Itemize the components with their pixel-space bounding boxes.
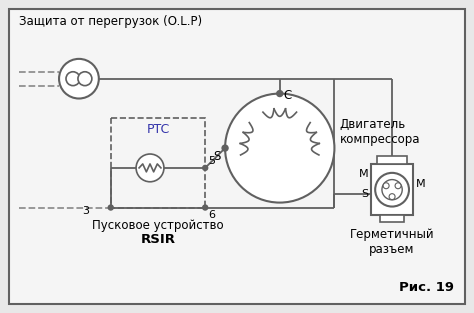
- Circle shape: [108, 205, 113, 210]
- Circle shape: [136, 154, 164, 182]
- Circle shape: [375, 173, 409, 207]
- Bar: [377, 156, 407, 164]
- Text: Герметичный
разъем: Герметичный разъем: [350, 228, 434, 256]
- Text: M: M: [416, 179, 426, 189]
- Text: C: C: [284, 89, 292, 102]
- Circle shape: [383, 183, 389, 189]
- Circle shape: [382, 180, 402, 200]
- Text: Рис. 19: Рис. 19: [399, 281, 454, 294]
- Bar: [380, 215, 404, 223]
- Circle shape: [222, 145, 228, 151]
- Circle shape: [203, 165, 208, 170]
- Circle shape: [395, 183, 401, 189]
- Text: S: S: [214, 150, 221, 163]
- Text: 3: 3: [82, 206, 89, 216]
- Text: M: M: [359, 169, 368, 179]
- Circle shape: [59, 59, 99, 99]
- Bar: [371, 164, 413, 215]
- Text: 6: 6: [208, 209, 215, 219]
- Circle shape: [66, 72, 80, 86]
- FancyBboxPatch shape: [9, 9, 465, 304]
- Text: 5: 5: [208, 156, 215, 166]
- Text: PTC: PTC: [146, 123, 170, 136]
- Circle shape: [389, 194, 395, 200]
- Text: S: S: [361, 189, 368, 199]
- Text: Двигатель
компрессора: Двигатель компрессора: [339, 118, 420, 146]
- Bar: [111, 118, 205, 208]
- Text: Пусковое устройство: Пусковое устройство: [92, 219, 224, 233]
- Circle shape: [225, 94, 335, 203]
- Text: RSIR: RSIR: [140, 233, 175, 246]
- Circle shape: [78, 72, 92, 86]
- Text: Защита от перегрузок (O.L.P): Защита от перегрузок (O.L.P): [19, 15, 202, 28]
- Circle shape: [203, 205, 208, 210]
- Circle shape: [277, 90, 283, 96]
